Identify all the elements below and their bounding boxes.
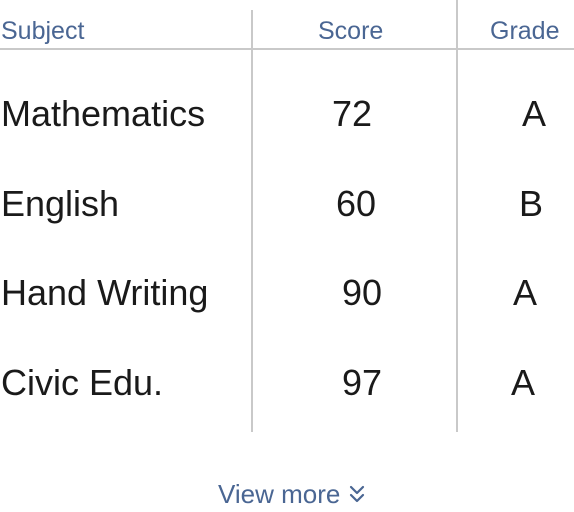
table-row-grade: B [519, 183, 544, 224]
table-row-score: 97 [342, 362, 383, 403]
column-divider [456, 0, 458, 432]
table-row-grade: A [511, 362, 536, 403]
view-more-label: View more [218, 479, 341, 509]
table-row-subject: Civic Edu. [1, 362, 164, 403]
table-row-subject: Mathematics [1, 93, 206, 134]
table-row-subject: Hand Writing [1, 272, 209, 313]
column-header-score: Score [318, 17, 384, 45]
table-row-grade: A [513, 272, 538, 313]
view-more-button[interactable]: View more [218, 478, 366, 510]
column-header-subject: Subject [1, 17, 85, 45]
column-header-grade: Grade [490, 17, 560, 45]
column-divider [251, 10, 253, 432]
table-row-score: 60 [336, 183, 377, 224]
table-row-score: 72 [332, 93, 373, 134]
table-row-score: 90 [342, 272, 383, 313]
table-row-grade: A [522, 93, 547, 134]
header-divider [0, 48, 574, 50]
chevrons-down-icon [350, 485, 365, 503]
grades-table: Subject Score Grade Mathematics 72 A Eng… [0, 0, 574, 432]
table-row-subject: English [1, 183, 120, 224]
